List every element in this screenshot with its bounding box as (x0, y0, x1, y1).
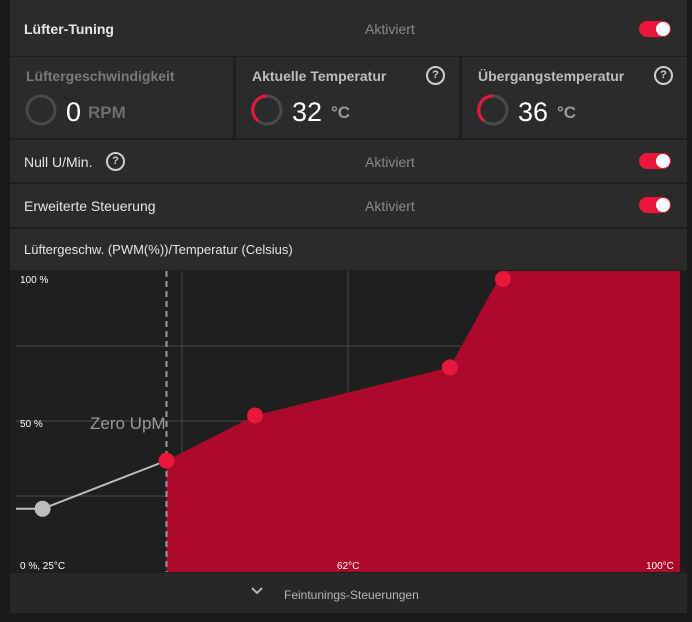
junction-temp-help-icon[interactable]: ? (654, 66, 673, 85)
advanced-control-label: Erweiterte Steuerung (24, 198, 156, 214)
current-temp-help-icon[interactable]: ? (426, 66, 445, 85)
y-tick-label-100: 100 % (20, 275, 48, 286)
fan-curve-chart[interactable]: Zero UpM 100 % 50 % 0 %, 25°C 62°C 100°C (16, 271, 680, 572)
advanced-control-label-cell: Erweiterte Steuerung (10, 184, 347, 227)
advanced-control-toggle[interactable] (639, 197, 671, 213)
curve-point-2[interactable] (247, 407, 264, 424)
x-tick-label-62: 62°C (337, 561, 359, 572)
zero-rpm-status-cell: Aktiviert (349, 140, 687, 182)
toggle-knob (656, 154, 670, 168)
zero-rpm-help-icon[interactable]: ? (106, 152, 125, 171)
advanced-control-status: Aktiviert (365, 198, 415, 214)
stat-current-temp-unit: °C (331, 103, 351, 122)
zero-rpm-chart-label: Zero UpM (90, 414, 166, 433)
fan-tuning-header: Lüfter-Tuning Aktiviert (10, 0, 687, 56)
x-tick-label-100: 100°C (646, 561, 674, 572)
curve-point-3[interactable] (441, 359, 458, 376)
toggle-knob (656, 198, 670, 212)
junction-temp-gauge-icon (477, 94, 509, 126)
current-temp-gauge-icon (251, 94, 283, 126)
x-tick-label-origin: 0 %, 25°C (20, 561, 65, 572)
stat-fan-speed-title: Lüftergeschwindigkeit (26, 68, 175, 84)
stat-fan-speed-unit: RPM (88, 103, 126, 122)
curve-point-4[interactable] (494, 271, 511, 287)
stat-junction-temp: Übergangstemperatur ? 36 °C (462, 57, 687, 138)
toggle-knob (656, 22, 670, 36)
fine-tuning-controls-toggle[interactable]: Feintunings-Steuerungen (10, 573, 687, 613)
zero-rpm-toggle[interactable] (639, 153, 671, 169)
stat-junction-temp-unit: °C (557, 103, 577, 122)
curve-point-1[interactable] (158, 452, 175, 469)
fan-tuning-title: Lüfter-Tuning (24, 21, 114, 37)
fan-curve-svg[interactable]: Zero UpM 100 % 50 % 0 %, 25°C 62°C 100°C (16, 271, 680, 572)
fine-tuning-controls-label: Feintunings-Steuerungen (284, 588, 419, 602)
zero-rpm-row: Null U/Min. ? Aktiviert (10, 140, 687, 182)
zero-rpm-status: Aktiviert (365, 154, 415, 170)
advanced-control-row: Erweiterte Steuerung Aktiviert (10, 184, 687, 227)
fan-tuning-status-cell: Aktiviert (349, 0, 687, 56)
y-tick-label-50: 50 % (20, 419, 43, 430)
zero-rpm-ramp-line (42, 459, 167, 510)
zero-rpm-label: Null U/Min. (24, 154, 93, 170)
chart-title-bar: Lüftergeschw. (PWM(%))/Temperatur (Celsi… (10, 229, 687, 270)
fan-tuning-toggle[interactable] (639, 21, 671, 37)
chart-title: Lüftergeschw. (PWM(%))/Temperatur (Celsi… (24, 242, 293, 257)
chevron-down-icon (251, 587, 263, 595)
stat-fan-speed: Lüftergeschwindigkeit 0 RPM (10, 57, 233, 138)
fan-tuning-title-cell: Lüfter-Tuning (10, 0, 347, 56)
fan-tuning-status: Aktiviert (365, 21, 415, 37)
stat-junction-temp-title: Übergangstemperatur (478, 68, 625, 84)
stat-current-temp-title: Aktuelle Temperatur (252, 68, 387, 84)
stat-current-temp-value: 32 (292, 97, 323, 127)
zero-rpm-label-cell: Null U/Min. ? (10, 140, 347, 182)
stat-junction-temp-value: 36 (518, 97, 549, 127)
stat-current-temp: Aktuelle Temperatur ? 32 °C (236, 57, 459, 138)
fan-curve-area (166, 271, 680, 572)
zero-rpm-idle-point[interactable] (34, 500, 51, 517)
fan-speed-gauge-icon (25, 94, 57, 126)
stat-fan-speed-value: 0 (66, 97, 82, 127)
advanced-control-status-cell: Aktiviert (349, 184, 687, 227)
